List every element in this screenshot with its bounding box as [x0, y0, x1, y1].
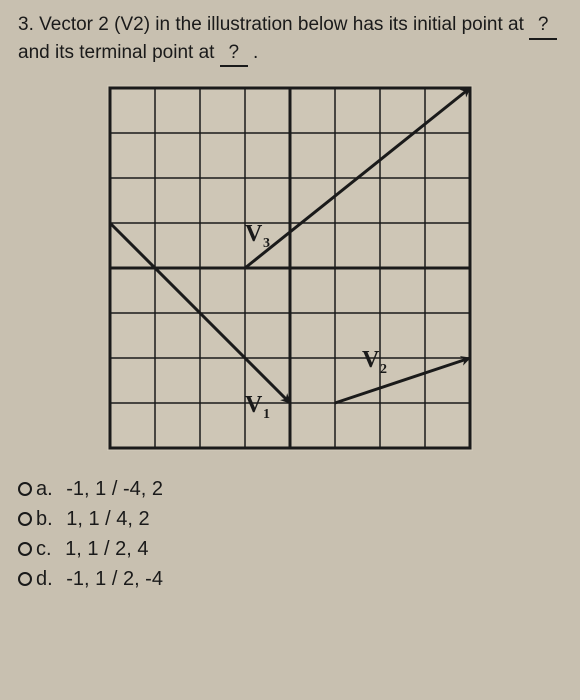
option-letter: d.	[36, 565, 53, 593]
blank-initial: ?	[529, 12, 557, 40]
svg-text:1: 1	[263, 407, 270, 422]
question-text: 3. Vector 2 (V2) in the illustration bel…	[18, 12, 562, 67]
option-letter: c.	[36, 535, 52, 563]
radio-icon	[18, 512, 32, 526]
question-part3: .	[253, 42, 258, 63]
option-text: 1, 1 / 2, 4	[65, 535, 148, 563]
radio-icon	[18, 542, 32, 556]
radio-icon	[18, 482, 32, 496]
option-d[interactable]: d. -1, 1 / 2, -4	[18, 565, 562, 593]
svg-text:3: 3	[263, 236, 270, 251]
option-text: -1, 1 / -4, 2	[66, 475, 163, 503]
option-b[interactable]: b. 1, 1 / 4, 2	[18, 505, 562, 533]
option-letter: a.	[36, 475, 53, 503]
answer-options: a. -1, 1 / -4, 2 b. 1, 1 / 4, 2 c. 1, 1 …	[18, 475, 562, 593]
option-letter: b.	[36, 505, 53, 533]
svg-text:V: V	[245, 221, 263, 247]
question-number: 3.	[18, 14, 34, 35]
vector-grid-container: V1V2V3	[18, 85, 562, 451]
option-c[interactable]: c. 1, 1 / 2, 4	[18, 535, 562, 563]
svg-text:V: V	[245, 392, 263, 418]
radio-icon	[18, 572, 32, 586]
blank-terminal: ?	[220, 40, 248, 68]
option-text: -1, 1 / 2, -4	[66, 565, 163, 593]
vector-grid: V1V2V3	[107, 85, 473, 451]
option-a[interactable]: a. -1, 1 / -4, 2	[18, 475, 562, 503]
svg-text:2: 2	[380, 362, 387, 377]
question-part1: Vector 2 (V2) in the illustration below …	[39, 14, 524, 35]
svg-text:V: V	[362, 347, 380, 373]
option-text: 1, 1 / 4, 2	[66, 505, 149, 533]
question-part2: and its terminal point at	[18, 42, 214, 63]
